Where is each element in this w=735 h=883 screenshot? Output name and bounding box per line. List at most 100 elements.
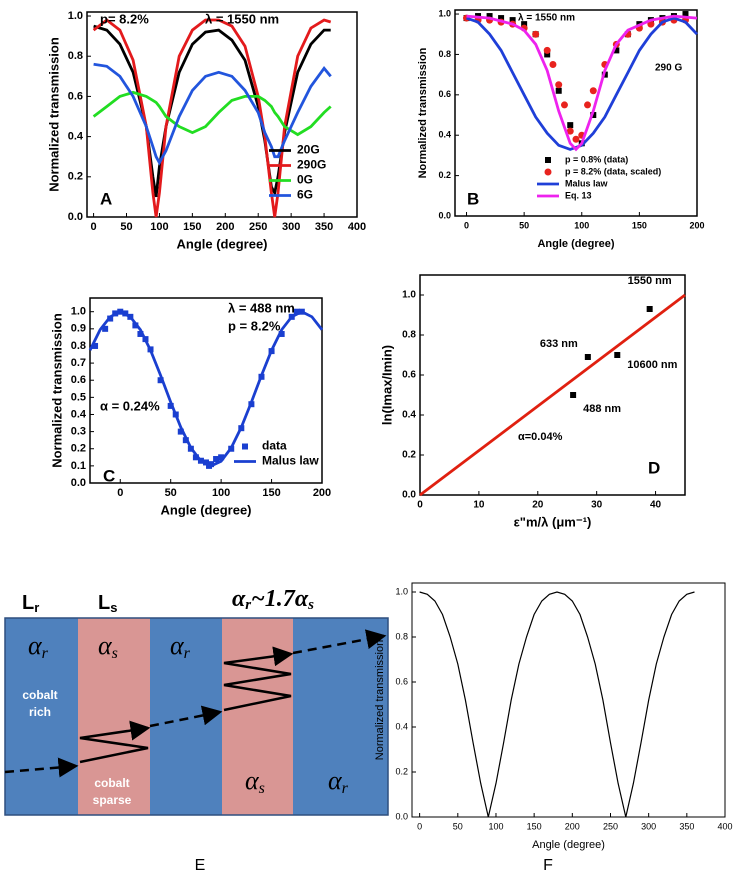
beam (79, 720, 151, 764)
marker (102, 325, 109, 332)
marker (213, 456, 220, 463)
point-label: 1550 nm (628, 275, 672, 287)
y-tick-label: 1.0 (71, 306, 86, 318)
y-tick-label: 0.4 (395, 721, 408, 731)
series-line (466, 14, 698, 152)
legend-swatch (545, 157, 551, 163)
y-tick-label: 0.7 (71, 357, 86, 369)
x-tick-label: 400 (717, 821, 732, 831)
x-tick-label: 150 (183, 221, 201, 233)
chart: 0 50 100 150 200 250 300 350 400 0.0 0.2 0.4 0.6 0.8 1… (46, 10, 366, 252)
plot-frame (86, 11, 358, 218)
y-tick-label: 0.0 (402, 490, 416, 501)
marker (498, 15, 505, 22)
x-tick-label: 200 (313, 487, 331, 499)
x-tick-label: 50 (519, 220, 529, 230)
marker (157, 377, 164, 384)
y-tick-label: 0.2 (395, 766, 408, 776)
marker (682, 11, 689, 18)
x-tick-label: 0 (417, 500, 423, 511)
annotation: D (648, 458, 660, 477)
x-tick-label: 0 (117, 487, 123, 499)
annotation: 290 G (655, 63, 682, 74)
y-tick-label: 0.3 (71, 426, 86, 438)
annotation: α=0.04% (518, 431, 563, 443)
marker (555, 87, 562, 94)
x-tick-label: 100 (574, 220, 589, 230)
marker (167, 402, 174, 409)
marker (293, 308, 300, 315)
plot-frame (419, 274, 686, 496)
marker (218, 454, 225, 461)
x-tick-label: 400 (348, 221, 366, 233)
marker (509, 17, 516, 24)
y-tick-label: 0.4 (68, 131, 84, 143)
layer-symbol: αr (328, 766, 349, 797)
annotation: λ = 488 nm (228, 300, 295, 315)
y-tick-label: 0.8 (402, 330, 416, 341)
x-tick-label: 150 (262, 487, 280, 499)
chart: 0 50 100 150 200 0.0 0.1 0.2 0.3 0.4 0.5 0.6 0.7 0.8 0… (49, 297, 331, 517)
legend-label: Malus law (565, 178, 609, 188)
layer-symbol: αr (170, 631, 191, 662)
x-tick-label: 30 (591, 500, 603, 511)
y-tick-label: 0.4 (402, 410, 416, 421)
point-label: 488 nm (583, 403, 621, 415)
legend-label: data (262, 439, 287, 453)
y-tick-label: 0.2 (402, 450, 416, 461)
legend-swatch (544, 168, 552, 176)
panel-label: E (195, 857, 206, 874)
beam (223, 646, 294, 712)
y-tick-label: 0.6 (438, 89, 451, 99)
marker (613, 47, 620, 54)
y-tick-label: 1.0 (402, 290, 416, 301)
x-axis-label: Angle (degree) (537, 238, 614, 250)
y-tick-label: 0.0 (395, 811, 408, 821)
annotation: λ = 1550 nm (518, 13, 575, 24)
y-tick-label: 0.6 (402, 370, 416, 381)
layer-symbol: αs (98, 631, 118, 662)
marker (584, 354, 591, 360)
y-tick-label: 0.4 (438, 130, 451, 140)
y-tick-label: 0.8 (395, 631, 408, 641)
x-tick-label: 0 (417, 821, 422, 831)
legend-label: p = 0.8% (data) (565, 154, 628, 164)
legend-label: Eq. 13 (565, 190, 592, 200)
marker (570, 392, 577, 398)
series-line (419, 293, 686, 497)
marker (521, 21, 528, 28)
y-tick-label: 0.8 (71, 340, 86, 352)
marker (532, 30, 540, 38)
x-tick-label: 100 (212, 487, 230, 499)
marker (137, 330, 144, 337)
x-tick-label: 100 (488, 821, 503, 831)
y-tick-label: 1.0 (395, 586, 408, 596)
layer-sparse (78, 618, 150, 815)
marker (566, 127, 574, 135)
y-tick-label: 0.6 (71, 374, 86, 386)
y-axis-label: Normalized transmission (374, 640, 386, 760)
y-tick-label: 0.8 (438, 49, 451, 59)
y-tick-label: 0.2 (68, 171, 83, 183)
x-tick-label: 50 (165, 487, 177, 499)
x-tick-label: 200 (689, 220, 704, 230)
layer-note: cobalt (22, 688, 57, 702)
x-tick-label: 10 (473, 500, 485, 511)
marker (555, 81, 563, 89)
column-label: Lr (22, 592, 39, 615)
y-tick-label: 0.5 (71, 391, 86, 403)
y-axis-label: Normalized transmission (46, 37, 61, 192)
x-tick-label: 200 (216, 221, 234, 233)
annotation: λ = 1550 nm (205, 11, 279, 26)
x-tick-label: 350 (679, 821, 694, 831)
beam (149, 705, 223, 728)
x-tick-label: 40 (650, 500, 662, 511)
series-line (419, 591, 695, 818)
marker (549, 61, 557, 69)
marker (543, 46, 551, 54)
y-tick-label: 1.0 (68, 10, 83, 22)
x-tick-label: 150 (527, 821, 542, 831)
plot-frame (89, 297, 323, 484)
y-tick-label: 0.1 (71, 460, 86, 472)
